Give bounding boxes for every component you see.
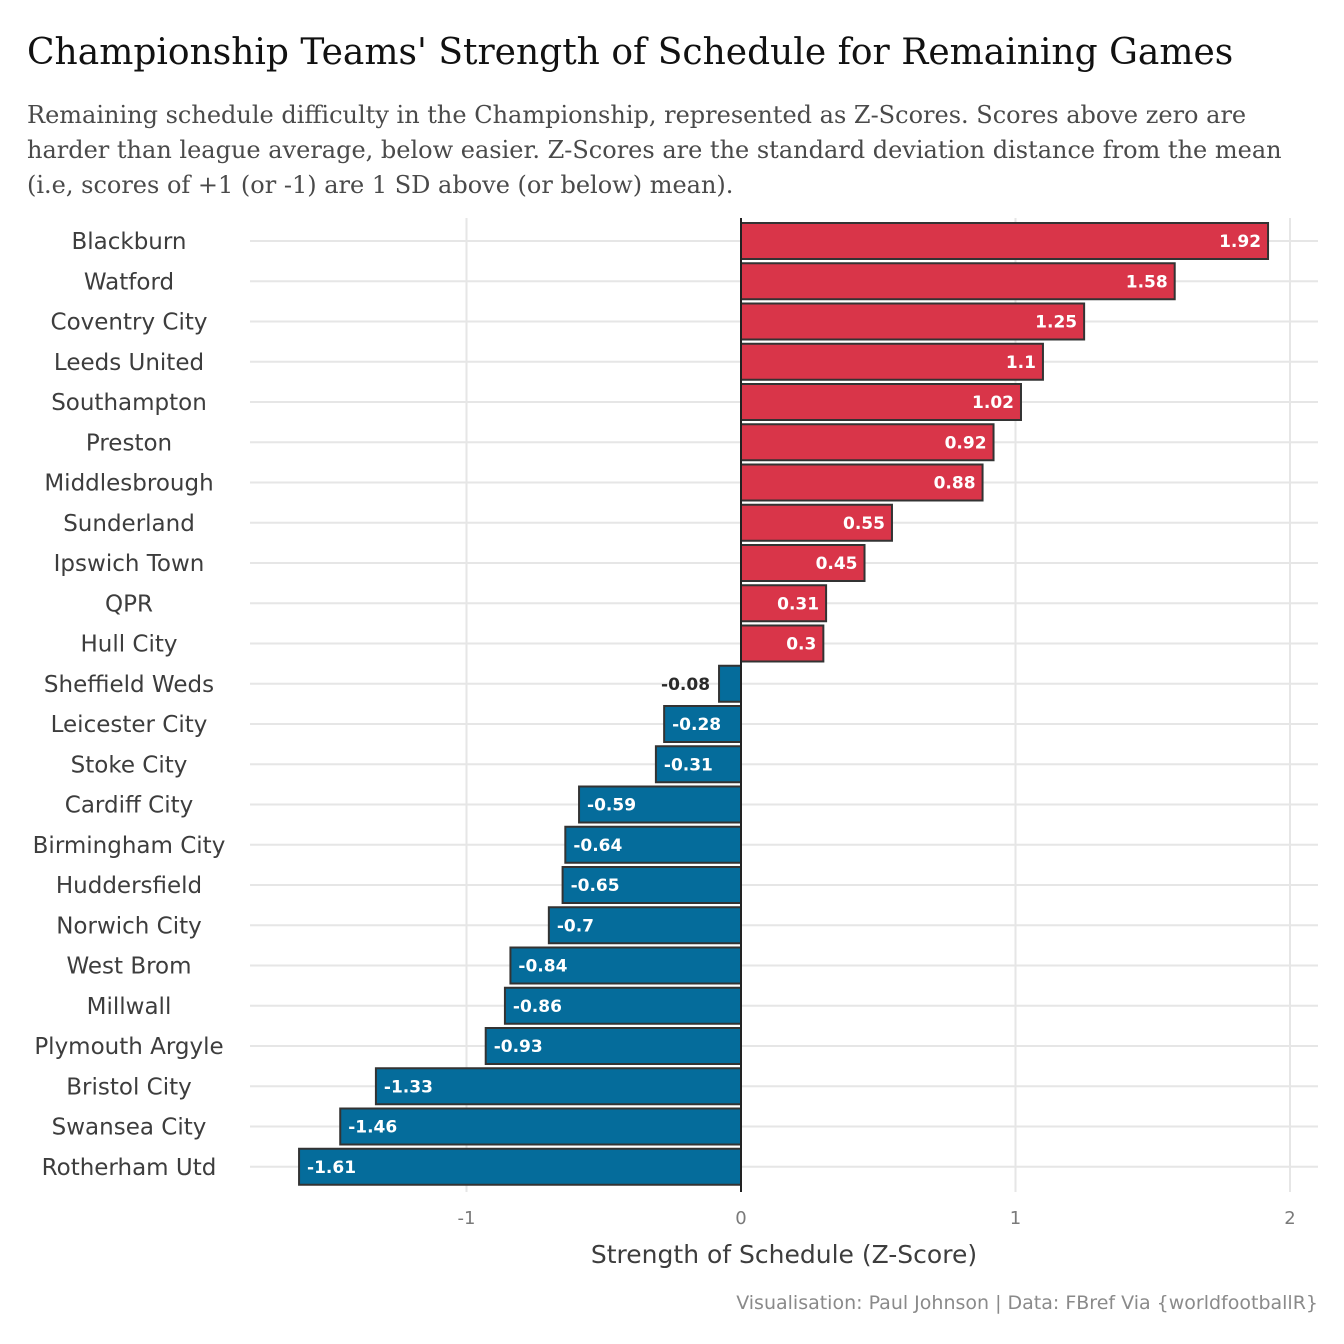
bar: [509, 946, 743, 985]
x-tick-label: -1: [458, 1208, 476, 1229]
team-label: Ipswich Town: [54, 551, 205, 577]
bar: [740, 222, 1270, 260]
bar: [654, 745, 743, 784]
bar: [339, 1107, 742, 1146]
x-tick-label: 0: [735, 1208, 746, 1229]
bar-value-label: -0.7: [557, 916, 594, 936]
team-label: Norwich City: [56, 913, 202, 939]
team-label: Stoke City: [71, 752, 188, 778]
bar-value-label: -0.08: [661, 675, 710, 695]
team-label: Millwall: [87, 994, 172, 1020]
team-label: Sheffield Weds: [44, 672, 214, 698]
team-label: West Brom: [66, 954, 191, 980]
bar-value-label: -0.84: [518, 957, 567, 977]
team-label: Coventry City: [51, 310, 208, 336]
bar: [718, 664, 742, 703]
bar-value-label: -1.33: [384, 1077, 433, 1097]
team-label: Leeds United: [54, 350, 204, 376]
bar-value-label: -0.93: [494, 1037, 543, 1057]
axis-layer: -1 0 1 2: [458, 218, 1296, 1229]
bar-value-label: 0.45: [816, 554, 858, 574]
x-tick-label: 2: [1284, 1208, 1295, 1229]
team-label: Plymouth Argyle: [34, 1034, 223, 1060]
bar-value-label: -0.86: [513, 997, 562, 1017]
bar-value-label: 1.25: [1035, 313, 1077, 333]
bar-value-label: -0.31: [664, 755, 713, 775]
bar-value-label: 1.92: [1219, 232, 1261, 252]
team-label: Cardiff City: [65, 793, 193, 819]
bar: [740, 342, 1044, 381]
team-label: Watford: [84, 269, 174, 295]
bar-value-label: -1.61: [307, 1158, 356, 1178]
bar: [564, 825, 742, 864]
label-layer: 1.92 Blackburn 1.58 Watford 1.25 Coventry Cit…: [33, 229, 1261, 1181]
team-label: Hull City: [80, 632, 177, 658]
bar: [740, 383, 1022, 421]
team-label: Swansea City: [52, 1115, 207, 1141]
bar-value-label: 1.1: [1006, 353, 1036, 373]
chart-subtitle: Remaining schedule difficulty in the Cha…: [27, 101, 1282, 199]
bar: [298, 1147, 742, 1186]
bar-value-label: 0.55: [843, 514, 885, 534]
bar: [740, 463, 984, 502]
chart-caption: Visualisation: Paul Johnson | Data: FBre…: [736, 1292, 1318, 1314]
bar: [561, 866, 743, 904]
team-label: Southampton: [51, 390, 207, 416]
bar-layer: [298, 222, 1270, 1186]
bar: [374, 1067, 742, 1106]
bar-value-label: -1.46: [348, 1118, 397, 1138]
x-axis-title: Strength of Schedule (Z-Score): [591, 1240, 977, 1269]
team-label: QPR: [105, 591, 153, 617]
bar-value-label: -0.59: [587, 796, 636, 816]
bar-value-label: 0.31: [777, 594, 819, 614]
bar-value-label: 0.3: [786, 635, 816, 655]
team-label: Middlesbrough: [44, 471, 213, 497]
team-label: Bristol City: [66, 1074, 191, 1100]
bar: [663, 705, 743, 743]
bar: [578, 785, 742, 824]
bar-value-label: -0.64: [573, 836, 622, 856]
bar-value-label: -0.28: [672, 715, 721, 735]
bar-value-label: 0.92: [945, 433, 987, 453]
bar-value-label: -0.65: [571, 876, 620, 896]
team-label: Birmingham City: [33, 833, 226, 859]
team-label: Preston: [86, 430, 172, 456]
team-label: Huddersfield: [56, 873, 202, 899]
bar: [740, 624, 825, 663]
bar: [740, 423, 995, 462]
bar-value-label: 0.88: [934, 474, 976, 494]
bar-value-label: 1.02: [972, 393, 1014, 413]
team-label: Sunderland: [63, 511, 195, 537]
bar-value-label: 1.58: [1126, 272, 1168, 292]
team-label: Leicester City: [51, 712, 208, 738]
bar: [740, 544, 866, 582]
bar: [740, 262, 1176, 301]
x-tick-label: 1: [1010, 1208, 1021, 1229]
bar: [740, 302, 1086, 341]
team-label: Blackburn: [71, 229, 186, 255]
team-label: Rotherham Utd: [42, 1155, 217, 1181]
chart-title: Championship Teams' Strength of Schedule…: [27, 32, 1234, 73]
bar: [503, 986, 742, 1025]
